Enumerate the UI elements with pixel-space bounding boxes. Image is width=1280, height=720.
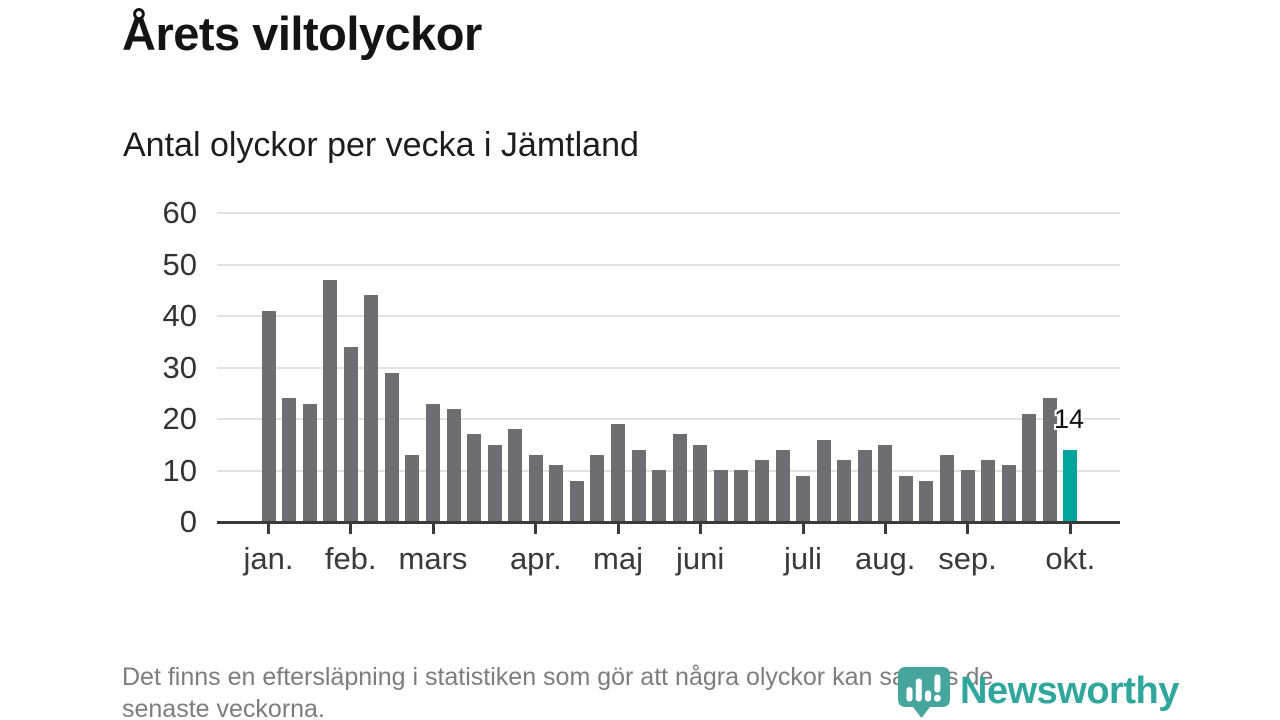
footnote-line2: senaste veckorna. (122, 695, 325, 720)
bar (960, 470, 975, 522)
gridline-60 (217, 212, 1120, 214)
bar (631, 450, 646, 522)
highlight-value-label: 14 (1054, 404, 1085, 434)
x-axis-tick (801, 524, 805, 534)
x-axis-label: juli (784, 541, 822, 576)
bar (816, 440, 831, 522)
bar (1022, 414, 1037, 522)
bar (611, 424, 625, 522)
x-axis-label: okt. (1045, 541, 1096, 576)
bar (652, 470, 667, 522)
x-axis-tick (966, 524, 969, 534)
bar (1001, 465, 1016, 522)
newsworthy-logo: Newsworthy (896, 663, 1179, 720)
bar (693, 445, 708, 522)
bar (981, 460, 995, 522)
bar (323, 280, 338, 522)
bar (467, 434, 482, 522)
bar (384, 373, 399, 522)
footnote-line1: Det finns en eftersläpning i statistiken… (122, 663, 994, 691)
bar (939, 455, 954, 522)
bar (528, 455, 543, 522)
bar (364, 295, 379, 522)
bar (775, 450, 790, 522)
bar (343, 347, 358, 522)
x-axis-tick (616, 524, 620, 534)
y-axis-label: 60 (162, 195, 197, 230)
x-axis-label: aug. (855, 541, 916, 576)
bar (405, 455, 420, 522)
bar (857, 450, 872, 522)
chart-subtitle: Antal olyckor per vecka i Jämtland (123, 126, 639, 164)
gridline-50 (217, 263, 1120, 266)
x-axis-label: apr. (509, 541, 562, 576)
bar (569, 481, 584, 522)
y-axis-label: 50 (162, 246, 197, 282)
bar (734, 470, 749, 522)
x-axis-label: juni (676, 541, 725, 576)
gridline-10 (217, 469, 1120, 472)
x-axis-label: maj (593, 541, 643, 576)
bar (549, 465, 564, 522)
x-axis-tick (349, 524, 353, 534)
bar (878, 445, 893, 522)
bar (302, 404, 317, 522)
x-axis-tick (883, 524, 887, 534)
bar (1042, 398, 1057, 522)
gridline-40 (217, 315, 1120, 317)
gridline-30 (217, 366, 1120, 369)
bar (426, 404, 440, 522)
page-title: Årets viltolyckor (122, 7, 482, 60)
newsworthy-brand-text: Newsworthy (960, 670, 1179, 712)
bar (282, 398, 297, 522)
bar (590, 455, 605, 522)
bar (796, 476, 810, 522)
bar (754, 460, 769, 522)
x-axis-label: jan. (243, 541, 294, 576)
gridline-20 (217, 418, 1120, 420)
bar (898, 476, 913, 522)
bar (446, 409, 461, 522)
y-axis-label: 40 (162, 298, 197, 333)
x-axis-tick (1068, 524, 1072, 534)
x-axis-label: feb. (324, 541, 377, 576)
bar (713, 470, 728, 522)
x-axis-tick (534, 524, 538, 534)
x-axis-label: mars (398, 541, 468, 576)
y-axis-label: 0 (179, 504, 197, 539)
y-axis-label: 10 (162, 452, 197, 488)
bar (837, 460, 852, 522)
x-axis-tick (698, 524, 702, 534)
bar (508, 429, 523, 522)
bar (919, 481, 934, 522)
footnote: Det finns en eftersläpning i statistiken… (122, 661, 993, 720)
bar (672, 434, 687, 522)
bar-highlight (1063, 450, 1078, 522)
newsworthy-pin-barchart-icon (898, 667, 950, 718)
x-axis-tick (267, 524, 270, 534)
y-axis-label: 20 (162, 401, 197, 436)
x-axis-tick (431, 524, 435, 534)
y-axis-label: 30 (162, 349, 197, 385)
bar (261, 311, 276, 522)
x-axis-line (217, 521, 1120, 524)
bar (487, 445, 502, 522)
x-axis-label: sep. (938, 541, 997, 576)
